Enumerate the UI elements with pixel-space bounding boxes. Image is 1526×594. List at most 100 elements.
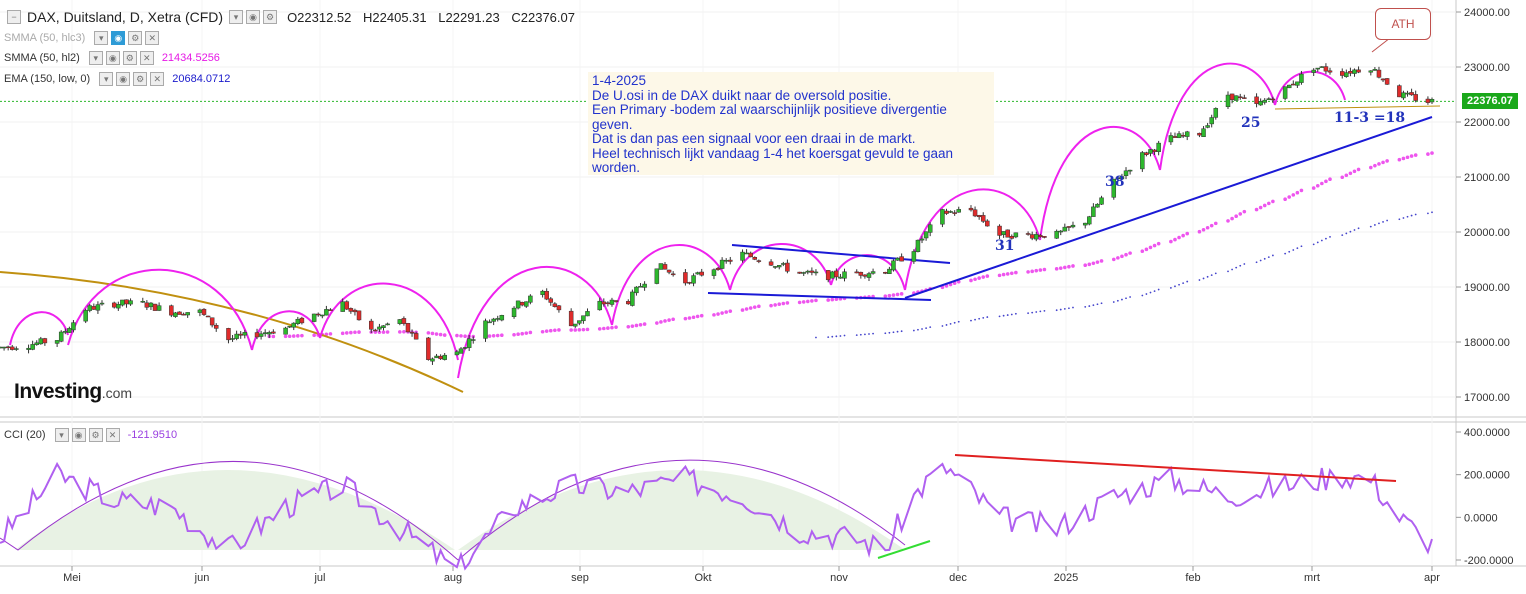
candle-body — [1152, 149, 1157, 152]
smma-dot — [659, 320, 663, 324]
smma-dot — [1226, 219, 1230, 223]
candle-body — [654, 268, 660, 284]
smma-dot — [296, 334, 300, 338]
indicator-legend-smma-hlc3: SMMA (50, hlc3) ▾ ◉ ⚙ ✕ — [4, 29, 160, 47]
candle-body — [397, 319, 403, 324]
cycle-arc — [9, 311, 69, 346]
smma-dot — [1148, 245, 1153, 250]
candle-body — [1197, 132, 1202, 136]
dropdown-icon[interactable]: ▾ — [54, 428, 69, 442]
ema-dot — [1210, 274, 1213, 277]
ema-dot — [884, 332, 887, 335]
eye-icon[interactable]: ◉ — [246, 10, 261, 24]
smma-dot — [740, 308, 745, 312]
candle-body — [348, 308, 354, 312]
candle-body — [369, 320, 374, 330]
candle-body — [30, 344, 35, 350]
ema-dot — [1202, 277, 1205, 280]
ema-dot — [1231, 268, 1233, 271]
smma-dot — [1067, 264, 1071, 269]
smma-dot — [1287, 195, 1292, 199]
ema-dot — [1243, 263, 1246, 265]
candle-body — [262, 332, 268, 335]
collapse-icon[interactable]: − — [7, 10, 21, 24]
ema-dot — [831, 335, 834, 338]
smma-dot — [438, 332, 443, 337]
close-icon[interactable]: ✕ — [105, 428, 120, 442]
candle-body — [1429, 99, 1435, 103]
ema-dot — [896, 330, 899, 333]
smma-dot — [757, 304, 761, 309]
ema-dot — [945, 324, 948, 326]
ema-dot — [921, 328, 923, 330]
smma-dot — [826, 298, 830, 302]
candle-body — [927, 224, 933, 233]
smma-dot — [720, 311, 724, 315]
candle-body — [128, 300, 133, 305]
smma-dot — [1116, 256, 1120, 260]
smma-dot — [544, 329, 549, 333]
cci-cycle-arc — [0, 461, 459, 561]
candle-body — [267, 332, 272, 335]
gear-icon[interactable]: ⚙ — [88, 428, 103, 442]
gear-icon[interactable]: ⚙ — [263, 10, 278, 24]
candles — [0, 63, 1435, 365]
candle-body — [634, 286, 639, 294]
gear-icon[interactable]: ⚙ — [133, 72, 148, 86]
dropdown-icon[interactable]: ▾ — [99, 72, 114, 86]
eye-icon[interactable]: ◉ — [111, 31, 126, 45]
smma-dot — [430, 331, 435, 336]
smma-dot — [283, 334, 288, 339]
smma-dot — [663, 319, 667, 323]
candle-body — [1344, 72, 1349, 77]
smma-dot — [1144, 247, 1149, 252]
smma-dot — [1258, 205, 1263, 210]
candle-body — [577, 320, 582, 324]
candle-body — [315, 313, 321, 316]
cci-value: -121.9510 — [127, 429, 178, 441]
ema-dot — [1325, 237, 1327, 240]
candle-body — [430, 358, 435, 362]
dropdown-icon[interactable]: ▾ — [229, 10, 244, 24]
gear-icon[interactable]: ⚙ — [128, 31, 143, 45]
smma-dot — [985, 274, 990, 278]
logo-main: Investing — [14, 380, 102, 403]
smma-dot — [1111, 257, 1116, 262]
smma-dot — [748, 306, 753, 310]
smma-dot — [610, 325, 614, 330]
eye-icon[interactable]: ◉ — [116, 72, 131, 86]
ema-dot — [1116, 299, 1119, 302]
cci-fill-left — [15, 470, 455, 550]
smma-dot — [773, 303, 777, 307]
eye-icon[interactable]: ◉ — [71, 428, 86, 442]
candle-body — [515, 300, 521, 309]
ema-dot — [1259, 259, 1262, 262]
dropdown-icon[interactable]: ▾ — [94, 31, 109, 45]
smma-dot — [1169, 239, 1173, 244]
candle-body — [1405, 92, 1410, 95]
candle-body — [1225, 94, 1231, 107]
ema-dot — [872, 332, 874, 335]
ema-dot — [1121, 298, 1123, 301]
close-icon[interactable]: ✕ — [150, 72, 165, 86]
close-icon[interactable]: ✕ — [139, 51, 154, 65]
smma-dot — [520, 331, 525, 336]
ema-dot — [1014, 312, 1017, 315]
gear-icon[interactable]: ⚙ — [122, 51, 137, 65]
candle-body — [1352, 69, 1357, 74]
ema-dot — [998, 315, 1001, 318]
ema-dot — [900, 330, 903, 333]
candle-body — [1348, 71, 1353, 74]
close-icon[interactable]: ✕ — [145, 31, 160, 45]
ema-dot — [892, 331, 895, 334]
dropdown-icon[interactable]: ▾ — [88, 51, 103, 65]
candle-body — [544, 291, 549, 300]
eye-icon[interactable]: ◉ — [105, 51, 120, 65]
candle-body — [14, 348, 19, 350]
candle-body — [1013, 232, 1019, 238]
ema-dot — [1068, 307, 1070, 310]
smma-dot — [1177, 235, 1181, 240]
candle-body — [797, 271, 802, 274]
ohlc-readout: O22312.52 H22405.31 L22291.23 C22376.07 — [287, 10, 583, 25]
